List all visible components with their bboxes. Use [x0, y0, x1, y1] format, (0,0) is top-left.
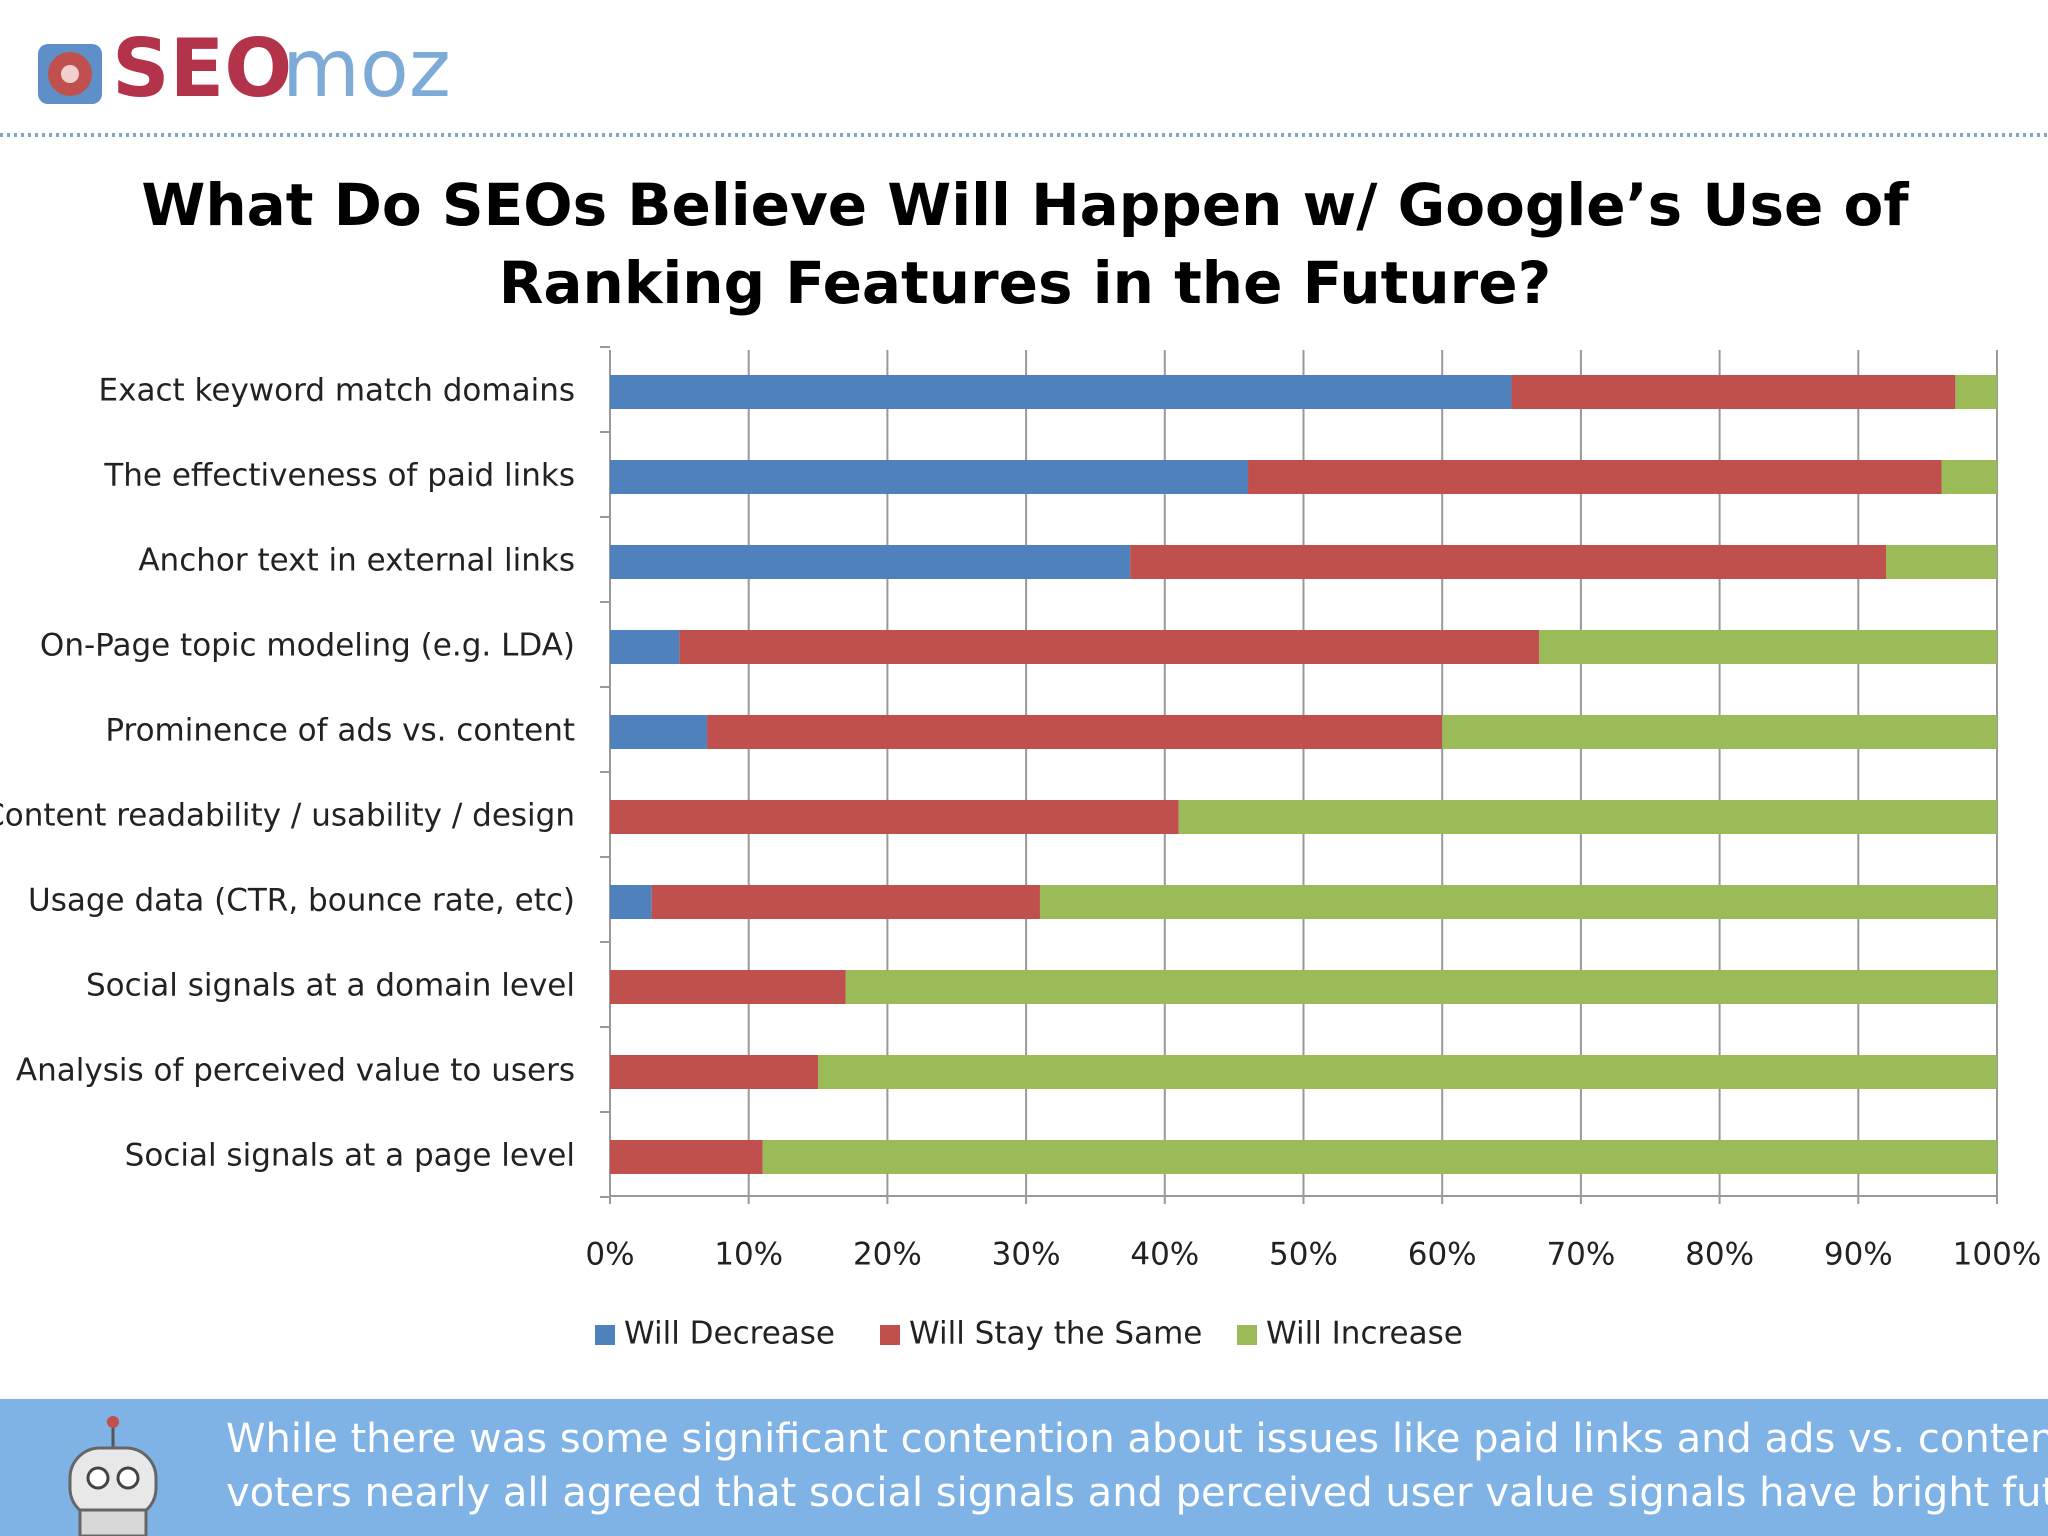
y-tick-label: Content readability / usability / design — [0, 798, 575, 834]
bar-segment — [762, 1140, 1997, 1174]
bar-segment — [1941, 460, 1997, 494]
logo-seo: SEO — [112, 22, 292, 115]
y-tick-label: On-Page topic modeling (e.g. LDA) — [40, 628, 575, 664]
chart: 0% 10% 20% 30% 40% 50% 60% 70% 80% 90% 100% Exact k… — [0, 346, 2042, 1352]
y-tick-label: Exact keyword match domains — [99, 373, 575, 409]
legend-label: Will Increase — [1266, 1316, 1463, 1352]
bar-segment — [1539, 630, 1997, 664]
bar-segment — [1511, 375, 1956, 409]
x-tick-label: 20% — [853, 1237, 922, 1273]
bar-segment — [1248, 460, 1942, 494]
legend-label: Will Stay the Same — [909, 1316, 1202, 1352]
bar-segment — [610, 1140, 763, 1174]
legend-label: Will Decrease — [624, 1316, 835, 1352]
x-tick-label: 30% — [992, 1237, 1061, 1273]
y-tick-label: Usage data (CTR, bounce rate, etc) — [28, 883, 575, 919]
bar-segment — [845, 970, 1997, 1004]
bar-segment — [1442, 715, 1997, 749]
bar-segment — [610, 715, 708, 749]
logo: SEO moz — [38, 22, 451, 115]
legend-swatch — [880, 1325, 900, 1345]
bar-segment — [610, 1055, 819, 1089]
x-tick-label: 60% — [1408, 1237, 1477, 1273]
logo-gear-center — [61, 65, 79, 83]
bar-segment — [679, 630, 1540, 664]
chart-title: What Do SEOs Believe Will Happen w/ Goog… — [141, 171, 1909, 239]
bar-segment — [1955, 375, 1997, 409]
bar-segment — [610, 375, 1512, 409]
x-tick-label: 0% — [585, 1237, 634, 1273]
bar-segment — [610, 545, 1131, 579]
x-tick-label: 80% — [1685, 1237, 1754, 1273]
y-tick-label: Analysis of perceived value to users — [16, 1053, 575, 1089]
x-tick-label: 70% — [1546, 1237, 1615, 1273]
footer-text: voters nearly all agreed that social sig… — [226, 1470, 2048, 1516]
x-tick-label: 90% — [1824, 1237, 1893, 1273]
bar-segment — [1130, 545, 1887, 579]
x-tick-label: 40% — [1130, 1237, 1199, 1273]
bar-segment — [610, 460, 1249, 494]
bar-segment — [651, 885, 1040, 919]
y-tick-label: The effectiveness of paid links — [103, 458, 575, 494]
x-tick-label: 100% — [1953, 1237, 2042, 1273]
bar-segment — [1178, 800, 1997, 834]
bar-segment — [610, 800, 1179, 834]
legend-swatch — [1237, 1325, 1257, 1345]
y-tick-label: Social signals at a domain level — [86, 968, 575, 1004]
footer-text: While there was some significant content… — [226, 1416, 2048, 1462]
bar-segment — [818, 1055, 1997, 1089]
robot-icon — [68, 1416, 158, 1536]
x-tick-label: 10% — [714, 1237, 783, 1273]
legend-swatch — [595, 1325, 615, 1345]
bar-segment — [1039, 885, 1997, 919]
footer-banner — [0, 1399, 2048, 1536]
chart-title: Ranking Features in the Future? — [499, 249, 1552, 317]
bar-segment — [610, 630, 680, 664]
y-tick-label: Prominence of ads vs. content — [105, 713, 575, 749]
bar-segment — [610, 970, 846, 1004]
bar-segment — [1886, 545, 1997, 579]
y-tick-label: Social signals at a page level — [125, 1138, 575, 1174]
bar-segment — [610, 885, 652, 919]
x-tick-label: 50% — [1269, 1237, 1338, 1273]
logo-moz: moz — [282, 22, 451, 115]
y-tick-label: Anchor text in external links — [138, 543, 575, 579]
bar-segment — [707, 715, 1443, 749]
